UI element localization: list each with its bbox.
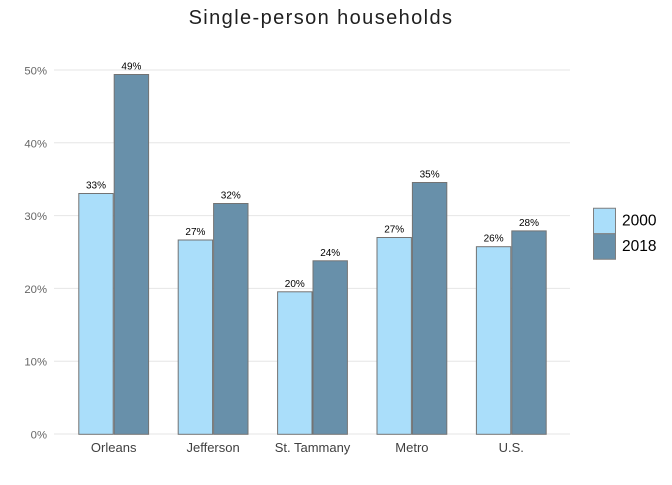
svg-text:2018: 2018 xyxy=(622,238,656,255)
svg-text:Single-person households: Single-person households xyxy=(189,7,454,29)
svg-text:24%: 24% xyxy=(320,248,340,259)
svg-text:U.S.: U.S. xyxy=(499,440,524,455)
svg-text:27%: 27% xyxy=(384,225,404,236)
svg-text:St. Tammany: St. Tammany xyxy=(275,440,351,455)
svg-text:26%: 26% xyxy=(484,234,504,245)
svg-text:Jefferson: Jefferson xyxy=(186,440,239,455)
svg-text:0%: 0% xyxy=(31,430,47,442)
svg-text:20%: 20% xyxy=(285,279,305,290)
svg-text:50%: 50% xyxy=(24,66,47,78)
svg-text:35%: 35% xyxy=(420,170,440,181)
svg-text:28%: 28% xyxy=(519,218,539,229)
svg-text:33%: 33% xyxy=(86,181,106,192)
svg-text:20%: 20% xyxy=(24,284,47,296)
svg-text:30%: 30% xyxy=(24,211,47,223)
svg-text:Metro: Metro xyxy=(395,440,428,455)
svg-text:40%: 40% xyxy=(24,138,47,150)
svg-text:Orleans: Orleans xyxy=(91,440,137,455)
svg-text:49%: 49% xyxy=(121,62,141,73)
svg-text:2000: 2000 xyxy=(622,213,657,230)
svg-text:27%: 27% xyxy=(185,227,205,238)
svg-text:10%: 10% xyxy=(24,357,47,369)
svg-text:32%: 32% xyxy=(221,191,241,202)
